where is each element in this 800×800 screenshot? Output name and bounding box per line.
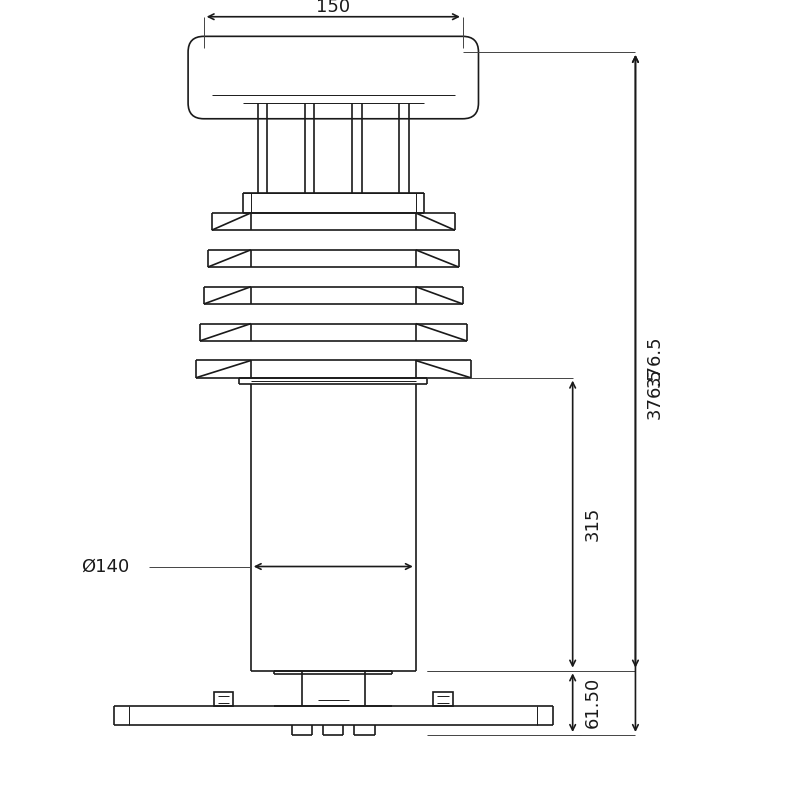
Text: 376.5: 376.5 (646, 335, 664, 387)
Text: 61.50: 61.50 (583, 677, 602, 728)
FancyBboxPatch shape (434, 692, 453, 706)
FancyBboxPatch shape (188, 36, 478, 118)
Text: Ø140: Ø140 (81, 558, 130, 575)
FancyBboxPatch shape (214, 692, 234, 706)
Text: 315: 315 (583, 507, 602, 542)
Text: 376.5: 376.5 (646, 368, 664, 419)
Text: 150: 150 (316, 0, 350, 16)
